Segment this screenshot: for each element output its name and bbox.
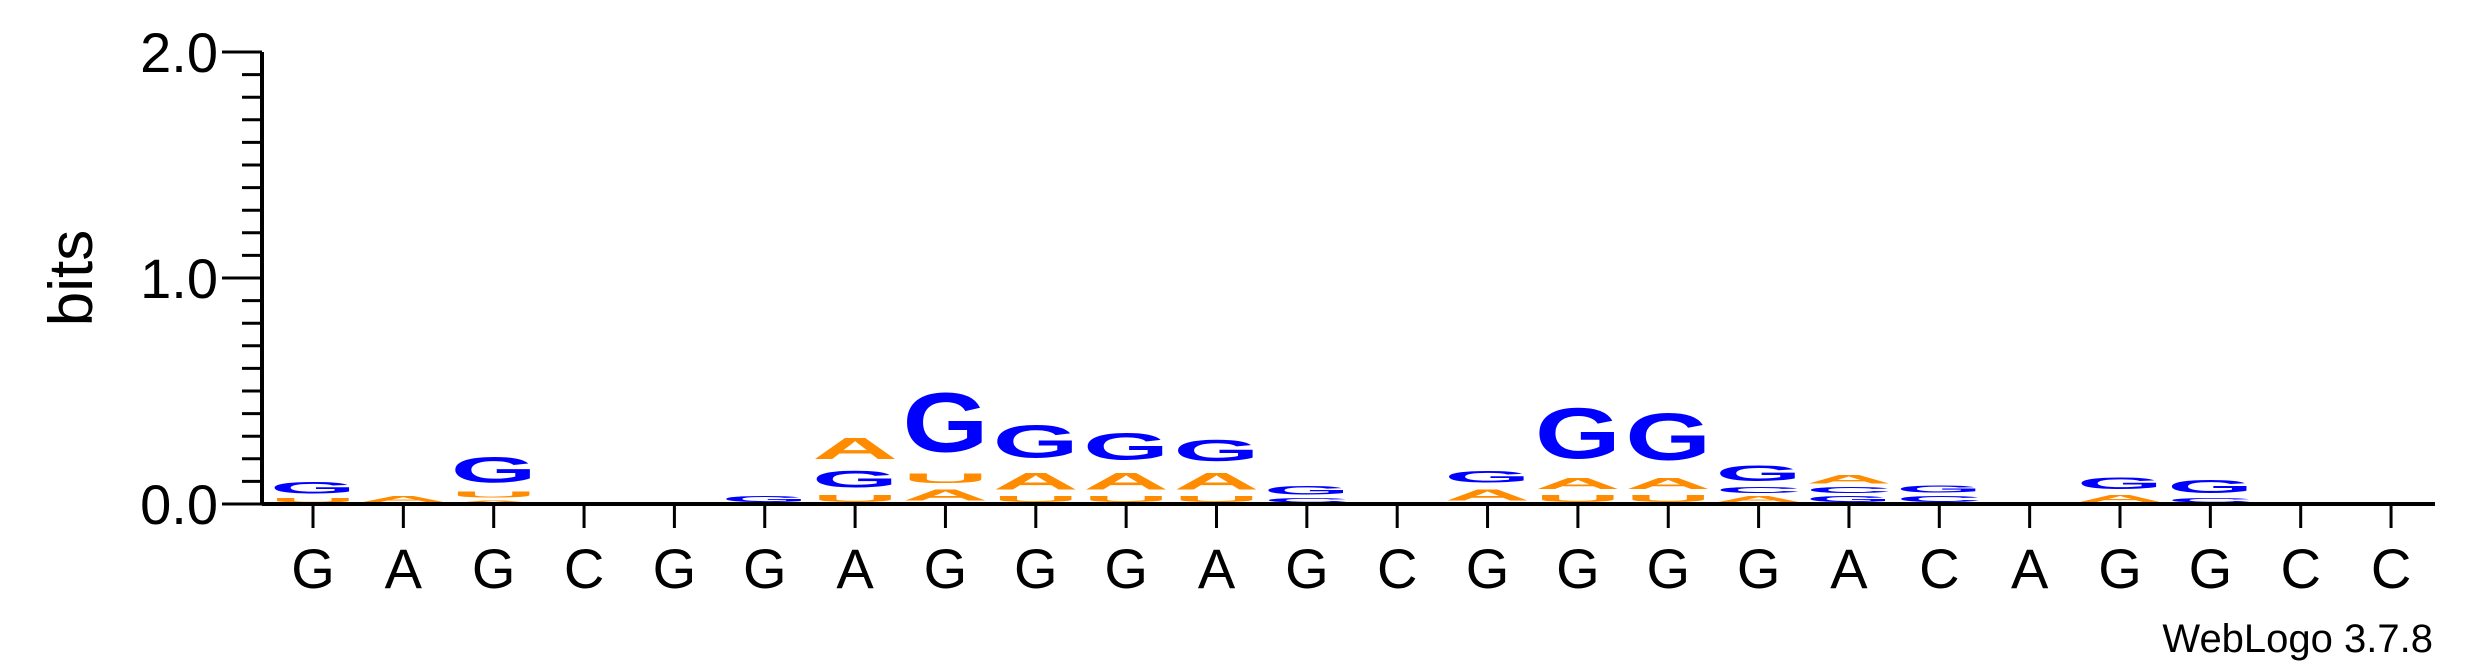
logo-letter-a: A — [902, 486, 988, 504]
logo-letter-g: G — [2077, 474, 2163, 492]
logo-letter-a: A — [1445, 486, 1531, 504]
x-tick-label: A — [1198, 537, 1236, 600]
logo-letter-g: G — [1535, 393, 1621, 475]
x-tick-label: G — [743, 537, 787, 600]
x-tick-label: G — [1014, 537, 1058, 600]
logo-letter-g: G — [1625, 400, 1711, 474]
logo-letter-a: A — [360, 495, 446, 504]
x-tick-label: C — [2371, 537, 2411, 600]
logo-letter-u: U — [1535, 493, 1621, 504]
logo-letter-a: A — [812, 432, 898, 466]
logo-letter-g: G — [812, 466, 898, 493]
x-tick-label: C — [2280, 537, 2320, 600]
x-tick-label: G — [653, 537, 697, 600]
logo-letter-g: G — [722, 495, 808, 504]
logo-letter-a: A — [2077, 493, 2163, 504]
x-tick-label: G — [1556, 537, 1600, 600]
x-tick-label: A — [2011, 537, 2049, 600]
logo-letter-u: U — [1625, 493, 1711, 504]
y-tick-label: 2.0 — [140, 21, 218, 84]
logo-letter-u: U — [451, 490, 537, 499]
logo-letter-c: C — [1896, 495, 1982, 504]
x-tick-label: G — [1737, 537, 1781, 600]
logo-letter-g: G — [1896, 484, 1982, 495]
logo-letter-a: A — [1625, 475, 1711, 493]
logo-letter-u: U — [270, 497, 356, 504]
y-axis-label: bits — [37, 230, 106, 326]
logo-letter-g: G — [1716, 461, 1802, 486]
logo-letter-u: U — [1083, 495, 1169, 504]
y-tick-label: 1.0 — [140, 247, 218, 310]
logo-letter-a: A — [1806, 472, 1892, 486]
logo-letter-a: A — [993, 468, 1079, 495]
logo-letter-a: A — [1716, 495, 1802, 504]
logo-letter-a: A — [1174, 468, 1260, 495]
weblogo-credit: WebLogo 3.7.8 — [2162, 617, 2433, 661]
x-tick-label: A — [385, 537, 423, 600]
logo-letter-a: A — [1083, 468, 1169, 495]
logo-letter-a: A — [451, 499, 537, 504]
logo-letter-g: G — [1083, 425, 1169, 468]
logo-letter-g: G — [1174, 434, 1260, 468]
x-tick-label: G — [2098, 537, 2142, 600]
x-tick-label: G — [1285, 537, 1329, 600]
logo-letter-u: U — [993, 495, 1079, 504]
logo-letter-c: C — [1264, 497, 1350, 504]
logo-letter-u: U — [812, 493, 898, 504]
logo-letter-g: G — [902, 375, 988, 470]
logo-letter-g: G — [451, 450, 537, 490]
x-tick-label: C — [564, 537, 604, 600]
logo-letter-g: G — [270, 479, 356, 497]
logo-letter-u: U — [1174, 495, 1260, 504]
x-tick-label: C — [1919, 537, 1959, 600]
logo-letter-g: G — [993, 415, 1079, 467]
logo-letter-c: C — [1716, 486, 1802, 495]
x-tick-label: C — [1377, 537, 1417, 600]
x-tick-label: G — [1646, 537, 1690, 600]
logo-letter-a: A — [1535, 475, 1621, 493]
x-tick-label: A — [1830, 537, 1868, 600]
x-tick-label: G — [291, 537, 335, 600]
logo-letter-g: G — [1264, 484, 1350, 498]
logo-letter-g: G — [1445, 468, 1531, 486]
logo-letter-u: U — [902, 470, 988, 486]
logo-letter-g: G — [2167, 477, 2253, 497]
y-axis-ticks: 0.0 1.0 2.0 — [140, 21, 262, 536]
logo-letter-g: G — [1806, 495, 1892, 504]
x-tick-label: G — [1466, 537, 1510, 600]
logo-letter-c: C — [1806, 486, 1892, 495]
x-tick-label: G — [924, 537, 968, 600]
logo-letter-c: C — [2167, 497, 2253, 504]
x-tick-label: A — [836, 537, 874, 600]
x-tick-label: G — [1104, 537, 1148, 600]
x-tick-label: G — [472, 537, 516, 600]
x-tick-label: G — [2189, 537, 2233, 600]
y-tick-label: 0.0 — [140, 473, 218, 536]
